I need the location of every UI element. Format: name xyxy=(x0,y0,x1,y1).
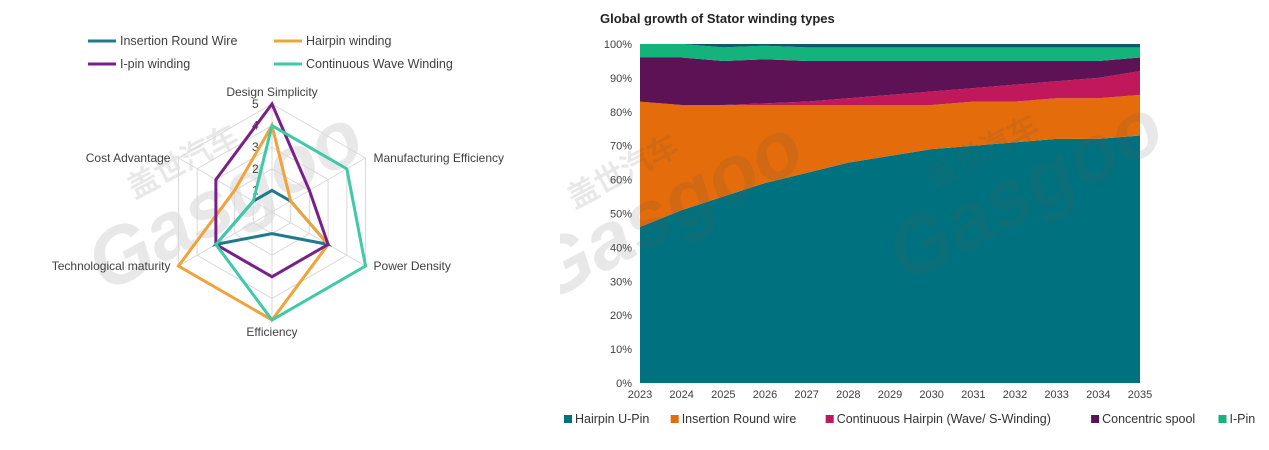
radar-axis-label-cost-advantage: Cost Advantage xyxy=(86,151,171,165)
area-legend-item: I-Pin xyxy=(1218,412,1256,426)
legend-label: Concentric spool xyxy=(1102,412,1195,426)
radar-series-i-pin-winding xyxy=(214,101,330,279)
legend-swatch xyxy=(825,415,834,423)
radar-axis-label-efficiency: Efficiency xyxy=(246,325,297,339)
radar-axis-label-manufacturing-efficiency: Manufacturing Efficiency xyxy=(374,151,505,165)
legend-label: Continuous Wave Winding xyxy=(306,57,453,71)
y-tick-label: 80% xyxy=(610,107,632,119)
legend-label: Hairpin U-Pin xyxy=(575,412,649,426)
radar-axis-label-design-simplicity: Design Simplicity xyxy=(226,85,317,99)
legend-swatch xyxy=(564,415,572,423)
y-tick-label: 90% xyxy=(610,73,632,85)
area-legend-item: Hairpin U-Pin xyxy=(564,412,649,426)
x-tick-label: 2032 xyxy=(1003,389,1027,401)
area-series-insertion-round-wire xyxy=(640,94,1140,228)
area-series-concentric-spool xyxy=(640,57,1140,106)
radar-spoke xyxy=(178,157,273,213)
area-series-continuous-hairpin-wave-s-winding xyxy=(640,71,1140,106)
area-legend-item: Continuous Hairpin (Wave/ S-Winding) xyxy=(825,412,1051,426)
stacked-area-chart: Global growth of Stator winding types 0% 1… xyxy=(512,11,1256,426)
legend-label: Continuous Hairpin (Wave/ S-Winding) xyxy=(837,412,1051,426)
x-tick-label: 2027 xyxy=(794,389,818,401)
area-series-i-pin xyxy=(640,44,1140,61)
y-tick-label: 70% xyxy=(610,141,632,153)
y-tick-label: 40% xyxy=(610,242,632,254)
area-series-x-pin xyxy=(640,44,1140,48)
radar-legend-item: Insertion Round Wire xyxy=(88,34,237,48)
radar-spoke xyxy=(271,157,366,213)
y-tick-label: 20% xyxy=(610,310,632,322)
x-tick-label: 2030 xyxy=(919,389,943,401)
legend-label: Insertion Round wire xyxy=(682,412,797,426)
legend-label: I-pin winding xyxy=(120,57,190,71)
x-tick-label: 2026 xyxy=(753,389,777,401)
area-chart-title: Global growth of Stator winding types xyxy=(600,11,835,26)
radar-axis-label-power-density: Power Density xyxy=(374,259,451,273)
legend-swatch xyxy=(670,415,679,423)
area-legend-item: Concentric spool xyxy=(1091,412,1195,426)
x-tick-label: 2025 xyxy=(711,389,735,401)
y-tick-label: 10% xyxy=(610,344,632,356)
radar-ring-label: 3 xyxy=(252,140,259,154)
y-tick-label: 0% xyxy=(616,378,632,390)
y-tick-label: 30% xyxy=(610,276,632,288)
radar-series-continuous-wave-winding xyxy=(213,123,368,322)
x-tick-label: 2023 xyxy=(628,389,652,401)
x-tick-label: 2029 xyxy=(878,389,902,401)
radar-spoke xyxy=(271,211,366,267)
legend-label: Hairpin winding xyxy=(306,34,392,48)
legend-swatch xyxy=(1218,415,1227,423)
area-legend-item: Insertion Round wire xyxy=(670,412,797,426)
radar-chart-panel: 盖世汽车 Gasgoo 1 2 3 4 5 Design Simplicity Manufact… xyxy=(0,0,560,445)
radar-ring-label: 2 xyxy=(252,162,259,176)
area-series-hairpin-u-pin xyxy=(640,135,1140,383)
radar-axis-label-technological-maturity: Technological maturity xyxy=(52,259,171,273)
area-chart-panel: Global growth of Stator winding types 0% 1… xyxy=(512,0,1269,445)
legend-label: I-Pin xyxy=(1230,412,1256,426)
x-tick-label: 2024 xyxy=(669,389,693,401)
legend-label: Insertion Round Wire xyxy=(120,34,237,48)
y-tick-label: 50% xyxy=(610,209,632,221)
x-tick-label: 2035 xyxy=(1128,389,1152,401)
radar-legend-item: I-pin winding xyxy=(88,57,190,71)
legend-swatch xyxy=(1091,415,1100,423)
radar-spoke xyxy=(178,211,273,267)
y-tick-label: 100% xyxy=(604,39,632,51)
x-tick-label: 2028 xyxy=(836,389,860,401)
x-tick-label: 2034 xyxy=(1086,389,1110,401)
x-tick-label: 2033 xyxy=(1044,389,1068,401)
radar-ring-label: 5 xyxy=(252,97,259,111)
radar-legend-item: Continuous Wave Winding xyxy=(274,57,453,71)
x-tick-label: 2031 xyxy=(961,389,985,401)
y-tick-label: 60% xyxy=(610,175,632,187)
radar-legend-item: Hairpin winding xyxy=(274,34,392,48)
